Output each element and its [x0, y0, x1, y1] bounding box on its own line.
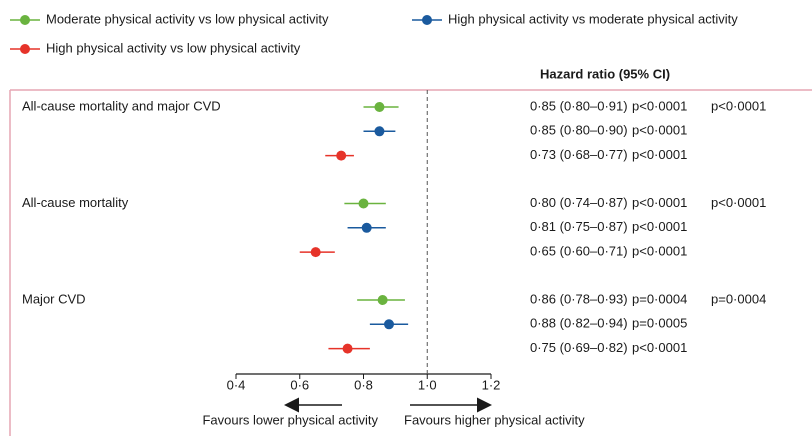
p-value: p<0·0001	[632, 340, 687, 355]
column-header: Hazard ratio (95% CI)	[540, 66, 670, 81]
row-label: All-cause mortality	[22, 195, 129, 210]
hr-label: 0·75 (0·69–0·82)	[530, 340, 628, 355]
point-estimate	[336, 150, 347, 161]
point-estimate	[374, 102, 385, 112]
group-p-value: p=0·0004	[711, 291, 766, 306]
point-estimate	[374, 126, 385, 137]
legend-marker	[20, 15, 30, 25]
point-estimate	[310, 247, 321, 258]
legend-marker	[422, 15, 432, 25]
hr-label: 0·85 (0·80–0·91)	[530, 98, 628, 113]
p-value: p<0·0001	[632, 219, 687, 234]
point-estimate	[342, 343, 353, 354]
p-value: p=0·0004	[632, 291, 687, 306]
direction-label: Favours lower physical activity	[202, 412, 378, 427]
x-tick-label: 0·8	[354, 377, 373, 392]
point-estimate	[358, 198, 369, 209]
hr-label: 0·88 (0·82–0·94)	[530, 316, 628, 331]
p-value: p<0·0001	[632, 244, 687, 259]
x-tick-label: 0·6	[290, 377, 309, 392]
p-value: p<0·0001	[632, 195, 687, 210]
direction-label: Favours higher physical activity	[404, 412, 585, 427]
hr-label: 0·65 (0·60–0·71)	[530, 244, 628, 259]
hr-label: 0·80 (0·74–0·87)	[530, 195, 628, 210]
hr-label: 0·85 (0·80–0·90)	[530, 123, 628, 138]
p-value: p<0·0001	[632, 98, 687, 113]
hr-label: 0·81 (0·75–0·87)	[530, 219, 628, 234]
point-estimate	[384, 319, 394, 330]
p-value: p<0·0001	[632, 147, 687, 162]
group-p-value: p<0·0001	[711, 195, 766, 210]
p-value: p=0·0005	[632, 316, 687, 331]
legend-label: High physical activity vs low physical a…	[46, 40, 301, 55]
legend-marker	[20, 44, 30, 54]
hr-label: 0·86 (0·78–0·93)	[530, 291, 628, 306]
point-estimate	[361, 222, 372, 233]
x-tick-label: 1·0	[418, 377, 437, 392]
legend-label: High physical activity vs moderate physi…	[448, 11, 738, 26]
hr-label: 0·73 (0·68–0·77)	[530, 147, 628, 162]
legend-label: Moderate physical activity vs low physic…	[46, 11, 329, 26]
row-label: Major CVD	[22, 291, 86, 306]
row-label: All-cause mortality and major CVD	[22, 98, 221, 113]
x-tick-label: 1·2	[482, 377, 501, 392]
group-p-value: p<0·0001	[711, 98, 766, 113]
x-tick-label: 0·4	[227, 377, 246, 392]
point-estimate	[377, 295, 388, 305]
p-value: p<0·0001	[632, 123, 687, 138]
